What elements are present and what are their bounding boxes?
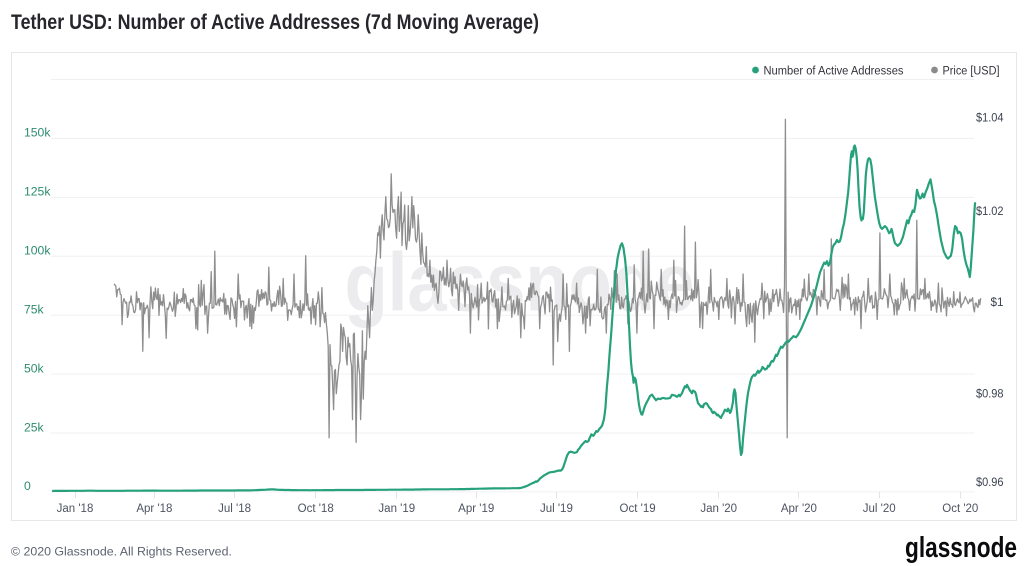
svg-text:Oct '18: Oct '18 — [298, 503, 334, 515]
svg-text:$1.02: $1.02 — [976, 204, 1004, 218]
svg-text:125k: 125k — [24, 185, 51, 199]
svg-text:0: 0 — [24, 479, 31, 493]
svg-text:$0.96: $0.96 — [976, 475, 1004, 489]
svg-text:$1.04: $1.04 — [976, 110, 1004, 124]
svg-text:Oct '20: Oct '20 — [942, 503, 978, 515]
svg-text:100k: 100k — [24, 244, 51, 258]
svg-text:Oct '19: Oct '19 — [620, 503, 656, 515]
svg-text:$1: $1 — [991, 295, 1004, 309]
svg-text:$0.98: $0.98 — [976, 386, 1004, 400]
svg-text:Jul '18: Jul '18 — [218, 503, 251, 515]
svg-text:25k: 25k — [24, 420, 45, 434]
svg-text:50k: 50k — [24, 361, 45, 375]
svg-text:glassnode: glassnode — [905, 532, 1017, 564]
svg-text:Price [USD]: Price [USD] — [943, 63, 1000, 77]
svg-text:Apr '19: Apr '19 — [458, 503, 494, 515]
svg-text:Jan '18: Jan '18 — [57, 503, 94, 515]
svg-text:Apr '20: Apr '20 — [781, 503, 817, 515]
svg-text:75k: 75k — [24, 303, 45, 317]
svg-text:Jan '19: Jan '19 — [378, 503, 415, 515]
svg-text:Jul '20: Jul '20 — [863, 503, 896, 515]
svg-text:Apr '18: Apr '18 — [136, 503, 172, 515]
svg-text:Jul '19: Jul '19 — [540, 503, 573, 515]
svg-text:Number of Active Addresses: Number of Active Addresses — [764, 63, 904, 77]
svg-text:© 2020 Glassnode. All Rights R: © 2020 Glassnode. All Rights Reserved. — [11, 545, 232, 559]
svg-text:150k: 150k — [24, 126, 51, 140]
svg-text:Tether USD: Number of Active A: Tether USD: Number of Active Addresses (… — [11, 10, 539, 34]
svg-text:Jan '20: Jan '20 — [700, 503, 737, 515]
